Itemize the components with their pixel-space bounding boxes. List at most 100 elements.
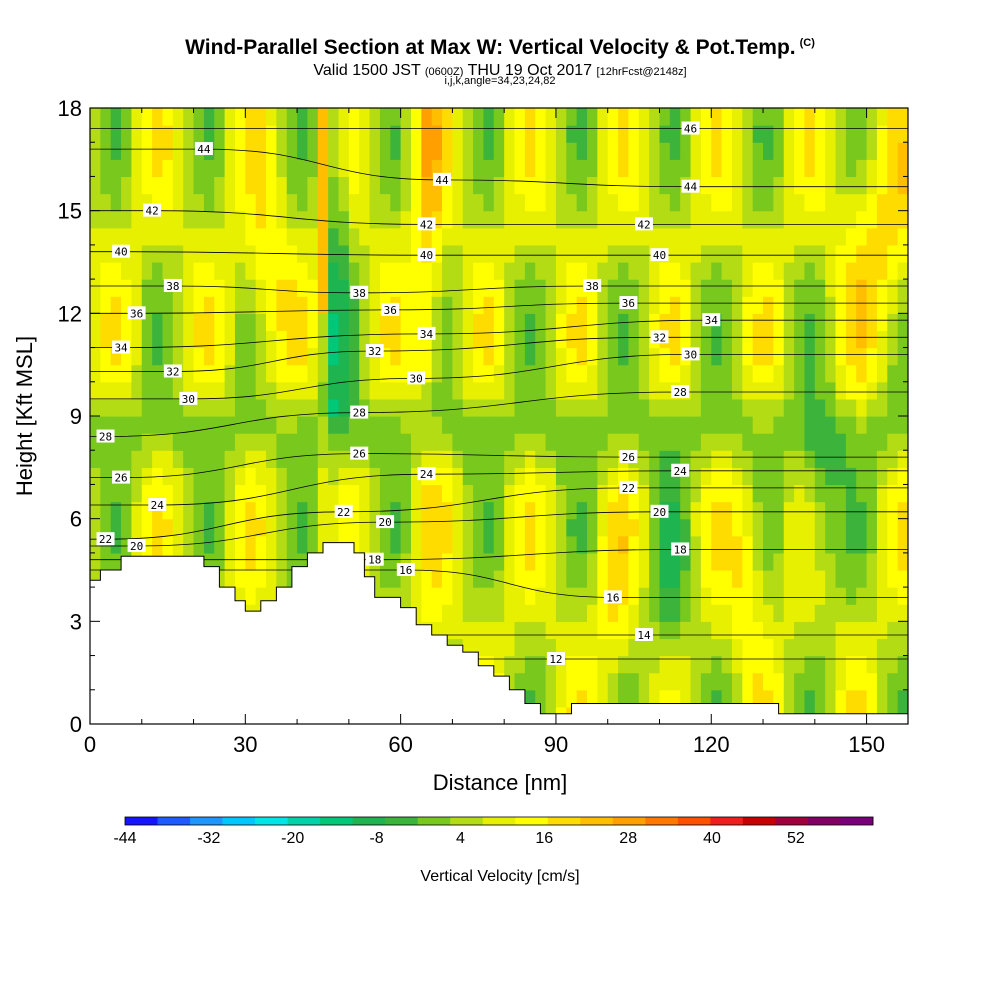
field-cell: [856, 347, 868, 366]
field-cell: [193, 450, 205, 468]
field-cell: [193, 313, 205, 332]
field-cell: [887, 621, 899, 640]
field-cell: [700, 552, 712, 571]
field-cell: [400, 570, 412, 588]
field-cell: [152, 364, 164, 383]
field-cell: [421, 587, 433, 605]
field-cell: [804, 159, 816, 178]
field-cell: [804, 279, 816, 297]
field-cell: [266, 535, 277, 554]
field-cell: [110, 125, 122, 143]
field-cell: [587, 484, 598, 503]
field-cell: [607, 570, 619, 588]
field-cell: [183, 244, 195, 263]
field-cell: [162, 313, 174, 332]
field-cell: [618, 125, 630, 143]
field-cell: [400, 450, 412, 468]
field-cell: [514, 125, 526, 143]
field-cell: [276, 381, 288, 400]
field-cell: [835, 176, 847, 195]
field-cell: [794, 193, 806, 212]
field-cell: [172, 125, 184, 143]
field-cell: [286, 313, 298, 332]
field-cell: [773, 587, 785, 605]
field-cell: [193, 347, 205, 366]
field-cell: [576, 244, 588, 263]
field-cell: [607, 381, 619, 400]
field-cell: [576, 638, 588, 657]
field-cell: [607, 364, 619, 383]
field-cell: [856, 193, 868, 212]
field-cell: [742, 655, 754, 674]
field-cell: [183, 210, 195, 229]
field-cell: [224, 433, 236, 451]
field-cell: [814, 381, 826, 400]
field-cell: [338, 330, 350, 349]
field-cell: [348, 501, 360, 520]
field-cell: [731, 244, 743, 263]
field-cell: [410, 347, 422, 366]
field-cell: [90, 501, 101, 520]
field-cell: [452, 193, 464, 212]
field-cell: [535, 501, 547, 520]
field-cell: [576, 484, 588, 503]
field-cell: [721, 381, 733, 400]
field-cell: [752, 467, 764, 486]
field-cell: [856, 262, 868, 280]
theta-label-text: 44: [435, 174, 449, 187]
field-cell: [618, 227, 630, 246]
field-cell: [649, 193, 661, 212]
field-cell: [410, 210, 422, 229]
field-cell: [804, 433, 816, 451]
field-cell: [348, 296, 360, 314]
field-cell: [545, 244, 557, 263]
field-cell: [607, 621, 619, 640]
field-cell: [763, 570, 774, 588]
theta-label: 28: [350, 405, 369, 420]
field-cell: [721, 262, 733, 280]
field-cell: [514, 467, 526, 486]
theta-label-box: [417, 248, 436, 262]
field-cell: [90, 398, 101, 417]
field-cell: [742, 381, 754, 400]
field-cell: [410, 535, 422, 554]
field-cell: [700, 655, 712, 674]
field-cell: [141, 279, 153, 297]
field-cell: [835, 296, 847, 314]
field-cell: [245, 416, 257, 434]
field-cell: [835, 381, 847, 400]
field-cell: [721, 176, 733, 195]
field-cell: [845, 176, 857, 195]
field-cell: [804, 125, 816, 143]
field-cell: [514, 570, 526, 588]
field-cell: [659, 672, 671, 691]
field-cell: [825, 176, 837, 195]
colorbar-swatch: [287, 817, 321, 825]
field-cell: [866, 450, 878, 468]
field-cell: [607, 108, 619, 126]
field-cell: [514, 193, 526, 212]
field-cell: [452, 467, 464, 486]
field-cell: [348, 108, 360, 126]
field-cell: [535, 227, 547, 246]
field-cell: [856, 279, 868, 297]
field-cell: [493, 193, 505, 212]
field-cell: [545, 347, 557, 366]
field-cell: [814, 159, 826, 178]
field-cell: [638, 587, 650, 605]
field-cell: [700, 262, 712, 280]
field-cell: [876, 176, 888, 195]
field-cell: [348, 244, 360, 263]
field-cell: [493, 535, 505, 554]
field-cell: [203, 364, 215, 383]
field-cell: [876, 142, 888, 160]
field-cell: [856, 244, 868, 263]
field-cell: [379, 416, 391, 434]
field-cell: [763, 433, 774, 451]
field-cell: [597, 279, 609, 297]
theta-label-text: 12: [549, 653, 562, 666]
field-cell: [856, 672, 868, 691]
field-cell: [587, 570, 598, 588]
field-cell: [887, 689, 899, 708]
